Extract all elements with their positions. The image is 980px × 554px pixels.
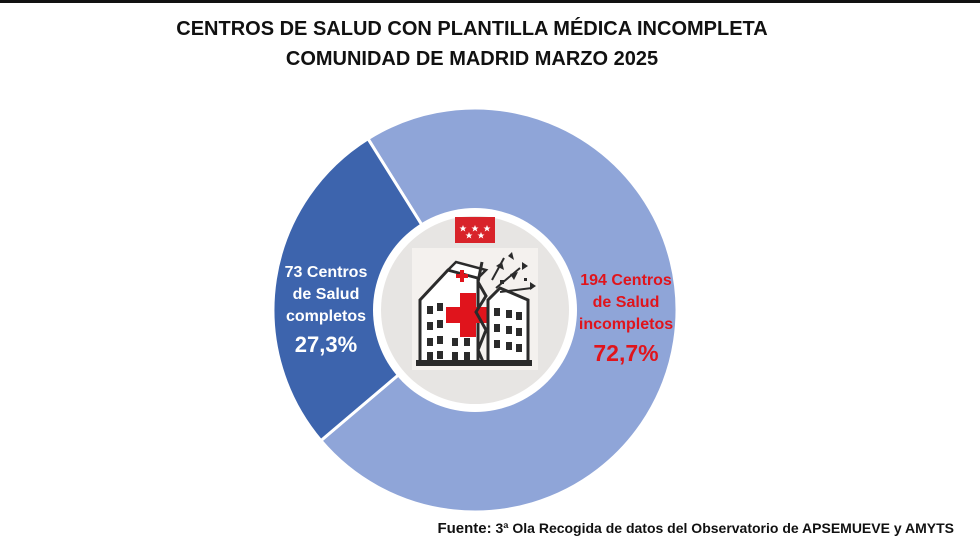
label-completos-line2: de Salud — [292, 286, 360, 303]
label-incompletos-percent: 72,7% — [593, 340, 659, 366]
chart-title: CENTROS DE SALUD CON PLANTILLA MÉDICA IN… — [0, 14, 944, 74]
slice-completos — [271, 136, 477, 443]
label-incompletos-line1: 194 Centros — [580, 272, 672, 289]
label-completos: 73 Centros de Salud completos 27,3% — [262, 262, 390, 360]
source-note: Fuente: 3ª Ola Recogida de datos del Obs… — [437, 520, 954, 537]
top-border — [0, 0, 980, 3]
label-completos-percent: 27,3% — [294, 332, 358, 357]
label-completos-line3: completos — [285, 308, 366, 325]
title-line-1: CENTROS DE SALUD CON PLANTILLA MÉDICA IN… — [176, 18, 768, 40]
label-completos-line1: 73 Centros — [284, 264, 368, 281]
label-incompletos-line3: incompletos — [578, 316, 674, 333]
label-incompletos-line2: de Salud — [592, 294, 660, 311]
damaged-hospital-icon — [412, 248, 538, 370]
label-incompletos: 194 Centros de Salud incompletos 72,7% — [556, 270, 696, 368]
source-key: Fuente: — [437, 520, 492, 537]
title-line-2: COMUNIDAD DE MADRID MARZO 2025 — [285, 48, 659, 70]
source-text: 3ª Ola Recogida de datos del Observatori… — [491, 520, 955, 536]
madrid-flag-icon — [455, 217, 495, 243]
